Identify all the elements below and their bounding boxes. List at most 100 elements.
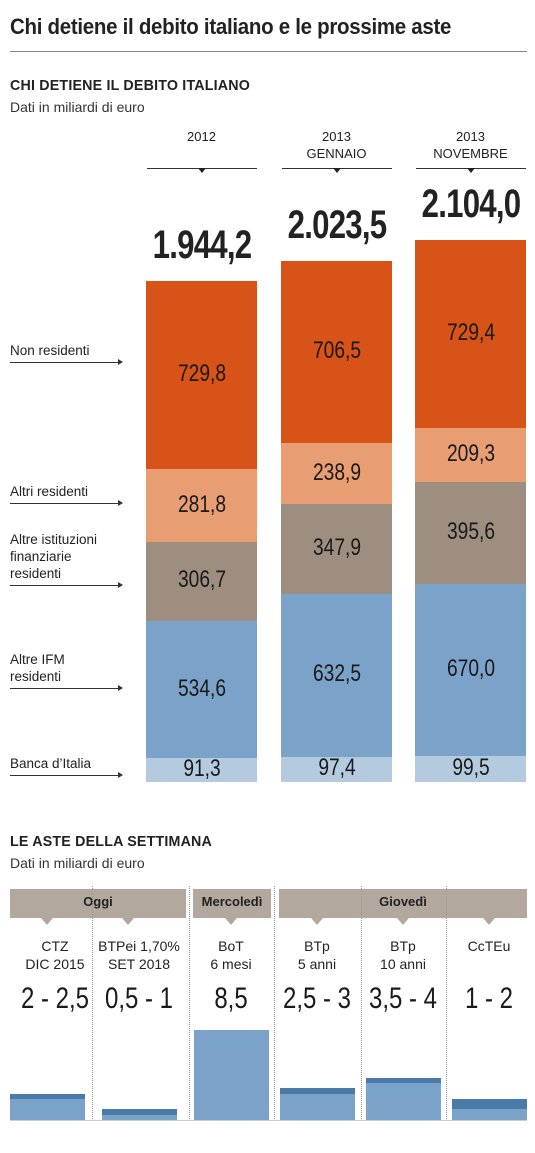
series-label: Altre istituzioni — [10, 532, 98, 547]
auction-amount-label: 0,5 - 1 — [104, 982, 174, 1015]
auction-bar-range — [366, 1077, 441, 1083]
series-label: Altre IFM — [10, 652, 65, 667]
bar-segment-non_residenti — [415, 240, 526, 429]
day-header-label: Giovedì — [379, 894, 427, 909]
series-label-arrow — [118, 500, 123, 506]
bar-segment-non_residenti — [146, 281, 257, 470]
column-separator — [361, 886, 362, 1121]
bar-total-label: 2.104,0 — [421, 182, 520, 227]
series-label-rule — [10, 585, 120, 586]
title-divider — [10, 51, 527, 52]
series-label-rule — [10, 503, 120, 504]
bar-segment-altre_istituzioni — [281, 504, 392, 595]
auction-bar-range — [10, 1093, 85, 1099]
series-label-arrow — [118, 582, 123, 588]
day-header-pointer — [311, 918, 323, 925]
bar-segment-altre_ifm — [281, 594, 392, 757]
bar-segment-altri_residenti — [281, 442, 392, 505]
series-label: residenti — [10, 566, 62, 581]
day-header-pointer — [397, 918, 409, 925]
auction-security-name: 6 mesi — [210, 956, 252, 972]
auction-amount-label: 2,5 - 3 — [282, 982, 352, 1015]
bar-total-label: 2.023,5 — [287, 203, 386, 247]
auction-bar — [10, 1098, 85, 1120]
bar-value-label: 347,9 — [312, 534, 361, 562]
day-header-band — [193, 889, 271, 918]
auction-bar-range — [280, 1088, 355, 1094]
bar-segment-altri_residenti — [415, 428, 526, 482]
day-header-pointer — [225, 918, 237, 925]
column-header-1: 2012 — [187, 129, 216, 144]
page-title: Chi detiene il debito italiano e le pros… — [10, 14, 452, 39]
bar-value-label: 238,9 — [312, 458, 361, 486]
day-header-label: Oggi — [83, 894, 113, 909]
bar-value-label: 91,3 — [182, 755, 221, 783]
column-header-2: 2013 — [322, 129, 351, 144]
bar-value-label: 306,7 — [177, 566, 226, 594]
bar-segment-banca_italia — [415, 756, 526, 782]
bar-segment-altri_residenti — [146, 469, 257, 542]
bar-value-label: 706,5 — [312, 336, 361, 364]
auction-bar — [366, 1082, 441, 1120]
bar-segment-altre_istituzioni — [146, 541, 257, 621]
auction-security-name: DIC 2015 — [25, 956, 85, 972]
series-label: Banca d’Italia — [10, 756, 92, 771]
column-header-3: NOVEMBRE — [433, 146, 508, 161]
bar-value-label: 670,0 — [446, 655, 495, 683]
bar-segment-altre_ifm — [415, 583, 526, 757]
series-label-rule — [10, 688, 120, 689]
series-label-arrow — [118, 685, 123, 691]
auction-bar — [194, 1030, 269, 1120]
holders-section-title: CHI DETIENE IL DEBITO ITALIANO — [10, 77, 251, 94]
column-separator — [189, 886, 190, 1121]
day-header-label: Mercoledì — [201, 894, 263, 909]
series-label-arrow — [118, 772, 123, 778]
auction-security-name: BTp — [304, 938, 330, 954]
column-separator — [274, 886, 275, 1121]
auction-security-name: BTPei 1,70% — [98, 938, 180, 954]
auction-security-name: 5 anni — [297, 956, 337, 972]
day-header-pointer — [483, 918, 495, 925]
series-label: Altri residenti — [10, 484, 89, 499]
auction-security-name: CTZ — [41, 938, 69, 954]
bar-value-label: 534,6 — [177, 674, 226, 702]
series-label-rule — [10, 775, 120, 776]
column-header-pointer — [197, 168, 206, 173]
auction-security-name: BoT — [218, 938, 244, 954]
day-header-band — [10, 889, 186, 918]
bar-value-label: 729,8 — [177, 360, 226, 388]
column-separator — [92, 886, 93, 1121]
auction-amount-label: 1 - 2 — [464, 982, 514, 1015]
bar-segment-banca_italia — [146, 758, 257, 782]
day-header-pointer — [122, 918, 134, 925]
auction-bar-range — [452, 1098, 527, 1110]
bar-value-label: 97,4 — [317, 754, 356, 782]
bar-segment-banca_italia — [281, 756, 392, 782]
column-header-2: GENNAIO — [306, 146, 367, 161]
column-header-3: 2013 — [456, 129, 485, 144]
bar-value-label: 209,3 — [446, 440, 495, 468]
auction-security-name: 10 anni — [380, 956, 426, 972]
bar-segment-non_residenti — [281, 261, 392, 443]
auctions-section-title: LE ASTE DELLA SETTIMANA — [10, 833, 213, 850]
auction-security-name: SET 2018 — [107, 956, 170, 972]
series-label: finanziarie — [10, 549, 72, 564]
bar-value-label: 729,4 — [446, 319, 495, 347]
auction-bar — [280, 1093, 355, 1120]
auction-security-name: CcTEu — [467, 938, 511, 954]
auction-bar — [102, 1114, 177, 1120]
bar-total-label: 1.944,2 — [152, 223, 251, 268]
bar-value-label: 281,8 — [177, 490, 226, 518]
auction-amount-label: 8,5 — [214, 982, 248, 1015]
bar-value-label: 632,5 — [312, 660, 361, 688]
bar-segment-altre_istituzioni — [415, 481, 526, 584]
series-label-rule — [10, 362, 120, 363]
bar-segment-altre_ifm — [146, 620, 257, 759]
bar-value-label: 395,6 — [446, 517, 495, 545]
auction-amount-label: 3,5 - 4 — [368, 982, 438, 1015]
column-header-pointer — [332, 168, 341, 173]
auction-security-name: BTp — [390, 938, 416, 954]
auction-amount-label: 2 - 2,5 — [20, 982, 90, 1015]
auctions-baseline — [10, 1120, 527, 1121]
bar-value-label: 99,5 — [451, 754, 490, 782]
